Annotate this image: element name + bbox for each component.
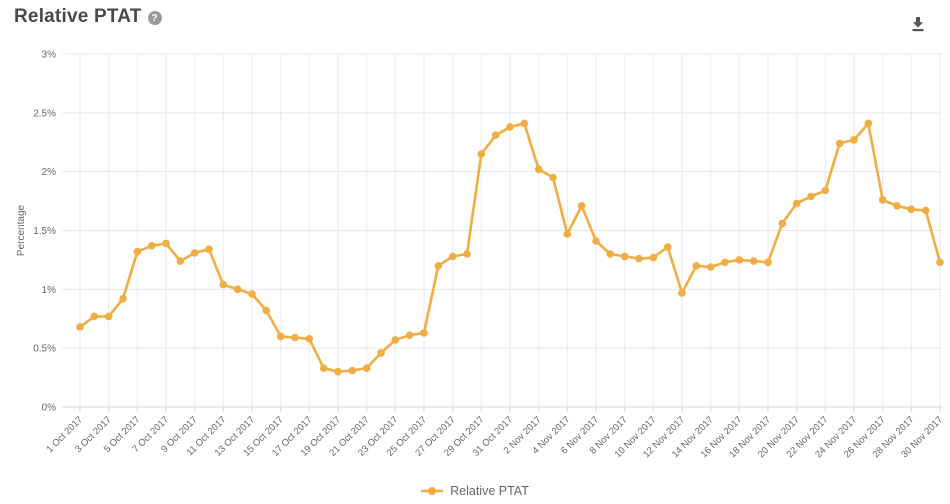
data-point[interactable] bbox=[678, 289, 686, 297]
data-point[interactable] bbox=[420, 329, 428, 337]
data-point[interactable] bbox=[162, 239, 170, 248]
data-point[interactable] bbox=[219, 280, 228, 289]
data-point[interactable] bbox=[463, 250, 471, 258]
data-point[interactable] bbox=[850, 136, 858, 144]
data-point[interactable] bbox=[76, 323, 84, 331]
data-point[interactable] bbox=[549, 173, 557, 182]
data-point[interactable] bbox=[563, 230, 572, 238]
data-point[interactable] bbox=[147, 242, 156, 250]
help-icon[interactable]: ? bbox=[147, 11, 162, 25]
data-point[interactable] bbox=[119, 294, 127, 303]
data-point[interactable] bbox=[821, 186, 830, 195]
y-axis-title: Percentage bbox=[16, 204, 27, 256]
data-point[interactable] bbox=[477, 150, 486, 158]
data-point[interactable] bbox=[248, 290, 256, 298]
data-point[interactable] bbox=[807, 192, 815, 201]
data-point[interactable] bbox=[835, 139, 844, 148]
y-tick-label: 1.5% bbox=[33, 226, 56, 237]
download-button[interactable] bbox=[908, 14, 928, 37]
data-point[interactable] bbox=[491, 131, 500, 139]
data-point[interactable] bbox=[205, 245, 213, 254]
data-point[interactable] bbox=[176, 257, 185, 265]
data-point[interactable] bbox=[706, 263, 715, 271]
data-point[interactable] bbox=[104, 312, 113, 321]
page-title: Relative PTAT bbox=[14, 6, 142, 27]
data-point[interactable] bbox=[348, 366, 357, 375]
legend-label: Relative PTAT bbox=[450, 484, 529, 498]
data-point[interactable] bbox=[448, 252, 457, 261]
y-tick-label: 1% bbox=[42, 285, 57, 296]
data-point[interactable] bbox=[592, 237, 600, 245]
y-tick-label: 0% bbox=[42, 403, 57, 414]
data-point[interactable] bbox=[319, 364, 328, 373]
data-point[interactable] bbox=[878, 196, 887, 204]
y-tick-label: 2.5% bbox=[33, 108, 56, 119]
data-point[interactable] bbox=[262, 306, 271, 315]
data-point[interactable] bbox=[620, 252, 629, 261]
data-point[interactable] bbox=[749, 257, 758, 265]
data-point[interactable] bbox=[907, 205, 916, 214]
data-point[interactable] bbox=[362, 364, 371, 373]
download-icon bbox=[912, 17, 924, 32]
data-point[interactable] bbox=[663, 243, 672, 251]
data-point[interactable] bbox=[649, 253, 658, 262]
data-point[interactable] bbox=[190, 249, 199, 257]
y-tick-label: 0.5% bbox=[33, 344, 56, 355]
data-point[interactable] bbox=[434, 262, 443, 270]
y-tick-label: 3% bbox=[42, 50, 57, 61]
legend-marker-icon bbox=[421, 487, 444, 495]
chart-header: Relative PTAT ? bbox=[14, 6, 162, 28]
data-point[interactable] bbox=[391, 336, 400, 344]
data-point[interactable] bbox=[377, 349, 385, 357]
data-point[interactable] bbox=[735, 256, 744, 264]
data-point[interactable] bbox=[692, 262, 701, 270]
data-point[interactable] bbox=[534, 165, 543, 174]
data-point[interactable] bbox=[334, 367, 342, 376]
data-point[interactable] bbox=[276, 332, 285, 341]
data-point[interactable] bbox=[721, 258, 729, 267]
data-point[interactable] bbox=[577, 202, 586, 210]
data-point[interactable] bbox=[305, 335, 314, 343]
data-point[interactable] bbox=[635, 254, 643, 263]
data-point[interactable] bbox=[921, 206, 930, 215]
data-point[interactable] bbox=[893, 202, 901, 210]
data-point[interactable] bbox=[506, 123, 514, 131]
data-point[interactable] bbox=[792, 199, 801, 208]
data-point[interactable] bbox=[864, 119, 873, 128]
data-point[interactable] bbox=[291, 333, 299, 342]
data-point[interactable] bbox=[520, 119, 529, 128]
data-point[interactable] bbox=[606, 250, 615, 258]
data-point[interactable] bbox=[764, 258, 772, 267]
data-point[interactable] bbox=[936, 258, 944, 267]
y-tick-label: 2% bbox=[42, 167, 57, 178]
data-point[interactable] bbox=[233, 285, 242, 294]
legend[interactable]: Relative PTAT bbox=[0, 484, 950, 498]
data-point[interactable] bbox=[133, 247, 142, 256]
data-point[interactable] bbox=[778, 219, 787, 228]
data-point[interactable] bbox=[90, 312, 99, 321]
data-point[interactable] bbox=[405, 331, 414, 340]
